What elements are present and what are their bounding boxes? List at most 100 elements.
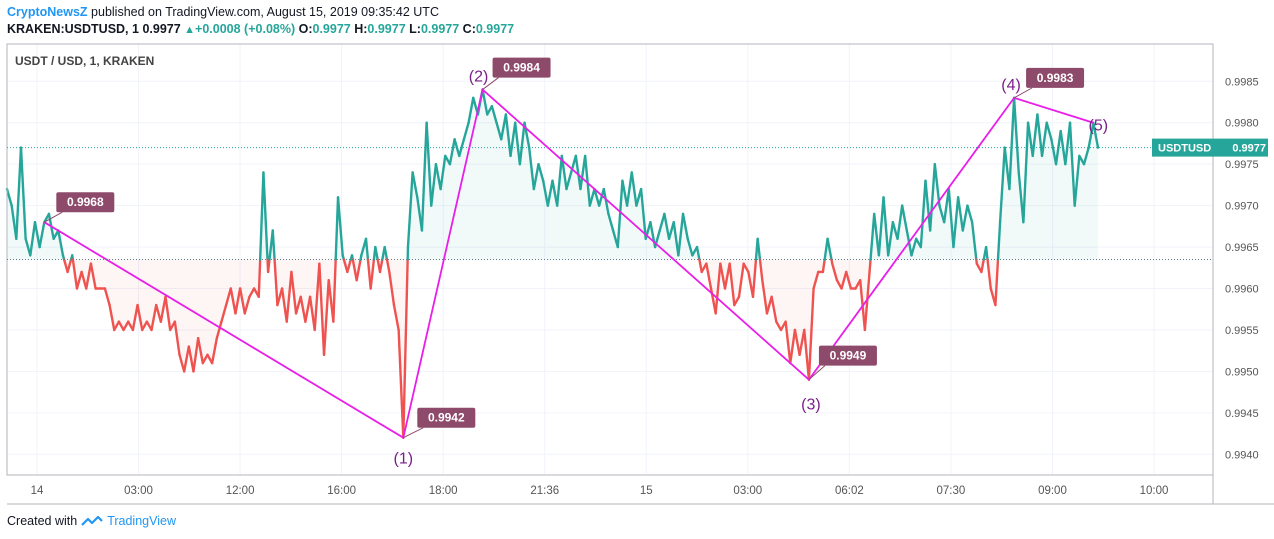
wave-tag-value: 0.9968 [67, 195, 104, 209]
price-segment [355, 258, 362, 282]
baseline-fill-segment [627, 172, 632, 260]
baseline-fill-segment [645, 222, 651, 260]
baseline-fill-segment [608, 213, 614, 260]
price-segment [518, 121, 526, 166]
price-segment [924, 179, 932, 232]
baseline-fill-segment [463, 122, 469, 260]
price-line [5, 88, 1100, 439]
price-segment [122, 320, 130, 332]
price-segment [840, 270, 848, 290]
last-price-tag-value: 0.9977 [1232, 143, 1266, 155]
baseline-fill-segment [445, 155, 450, 260]
baseline-fill-segment [235, 259, 241, 314]
price-segment [71, 258, 79, 290]
price-segment [178, 353, 186, 373]
baseline-fill-segment [123, 259, 129, 330]
price-segment [262, 171, 269, 261]
high-label: H: [354, 22, 368, 36]
baseline-fill-segment [459, 139, 464, 260]
baseline-fill-segment [557, 155, 562, 260]
footer: Created with TradingView [7, 514, 176, 528]
price-segment [439, 154, 447, 191]
price-segment [402, 258, 409, 439]
baseline-fill-segment [128, 259, 133, 330]
price-segment [313, 262, 321, 332]
price-segment [318, 262, 326, 357]
price-segment [57, 229, 65, 257]
created-with-text: Created with [7, 514, 78, 528]
price-segment [220, 303, 228, 323]
baseline-fill-segment [114, 259, 119, 330]
price-segment [514, 121, 522, 166]
y-tick-label: 0.9980 [1225, 118, 1259, 130]
price-segment [658, 212, 666, 232]
baseline-fill-segment [482, 89, 488, 260]
price-segment [546, 179, 554, 207]
price-segment [770, 295, 778, 323]
price-segment [593, 187, 601, 207]
baseline-fill-segment [216, 259, 222, 339]
y-tick-label: 0.9940 [1225, 449, 1259, 461]
price-segment [500, 113, 508, 141]
wave-tag-bg [56, 192, 115, 213]
price-segment [719, 262, 727, 290]
last-price-tag-symbol: USDTUSD [1158, 143, 1211, 155]
price-segment [1008, 96, 1016, 191]
baseline-fills [7, 89, 1098, 438]
price-segment [775, 320, 783, 332]
price-segment [388, 270, 396, 307]
baseline-fill-segment [1051, 139, 1057, 260]
wave-number-label: (4) [1001, 77, 1021, 94]
price-segment [733, 295, 741, 307]
open-label: O: [298, 22, 313, 36]
price-segment [159, 295, 167, 323]
baseline-fill-segment [780, 259, 786, 330]
baseline-fill-segment [1042, 122, 1047, 260]
baseline-fill-segment [249, 259, 255, 297]
baseline-fill-segment [7, 189, 12, 260]
price-segment [15, 146, 23, 240]
price-segment [1012, 96, 1020, 174]
published-text: published on TradingView.com, August 15,… [87, 5, 439, 19]
price-segment [80, 270, 88, 290]
wave-polyline [43, 87, 1094, 440]
price-chart[interactable]: 0.9968 0.9942 (1) 0.9984 (2) 0.9949 (3) 0.9983 (… [0, 0, 1274, 505]
price-segment [234, 287, 242, 315]
price-segment [751, 258, 758, 298]
price-segment [672, 221, 680, 257]
price-segment [597, 187, 605, 207]
baseline-fill-segment [944, 189, 949, 260]
price-segment [896, 204, 904, 240]
baseline-fill-segment [669, 222, 674, 260]
price-segment [154, 303, 163, 323]
price-change: +0.0008 (+0.08%) [195, 22, 296, 36]
price-segment [458, 138, 466, 158]
price-segment [728, 262, 736, 307]
baseline-fill-segment [300, 259, 306, 322]
price-segment [383, 245, 389, 261]
low-value: 0.9977 [420, 22, 460, 36]
price-segment [117, 320, 125, 332]
price-segment [527, 146, 536, 191]
price-segment [677, 212, 685, 257]
price-segment [75, 270, 83, 290]
price-segment [616, 179, 624, 249]
price-segment [334, 196, 340, 261]
baseline-fill-segment [431, 164, 436, 260]
baseline-fill-segment [1079, 155, 1085, 260]
price-segment [793, 328, 801, 357]
wave-number-label: (2) [469, 69, 489, 86]
price-segment [290, 270, 298, 315]
price-segment [541, 179, 550, 207]
price-segment [947, 187, 955, 249]
wave-tag-bg [492, 57, 551, 78]
tradingview-brand[interactable]: TradingView [107, 514, 176, 528]
price-segment [625, 171, 633, 207]
baseline-fill-segment [599, 189, 604, 260]
price-segment [686, 237, 694, 257]
price-segment [1045, 121, 1053, 141]
x-tick-label: 03:00 [733, 485, 762, 497]
baseline-fill-segment [240, 259, 245, 314]
publisher-name[interactable]: CryptoNewsZ [7, 5, 88, 19]
baseline-fill-segment [179, 259, 185, 372]
